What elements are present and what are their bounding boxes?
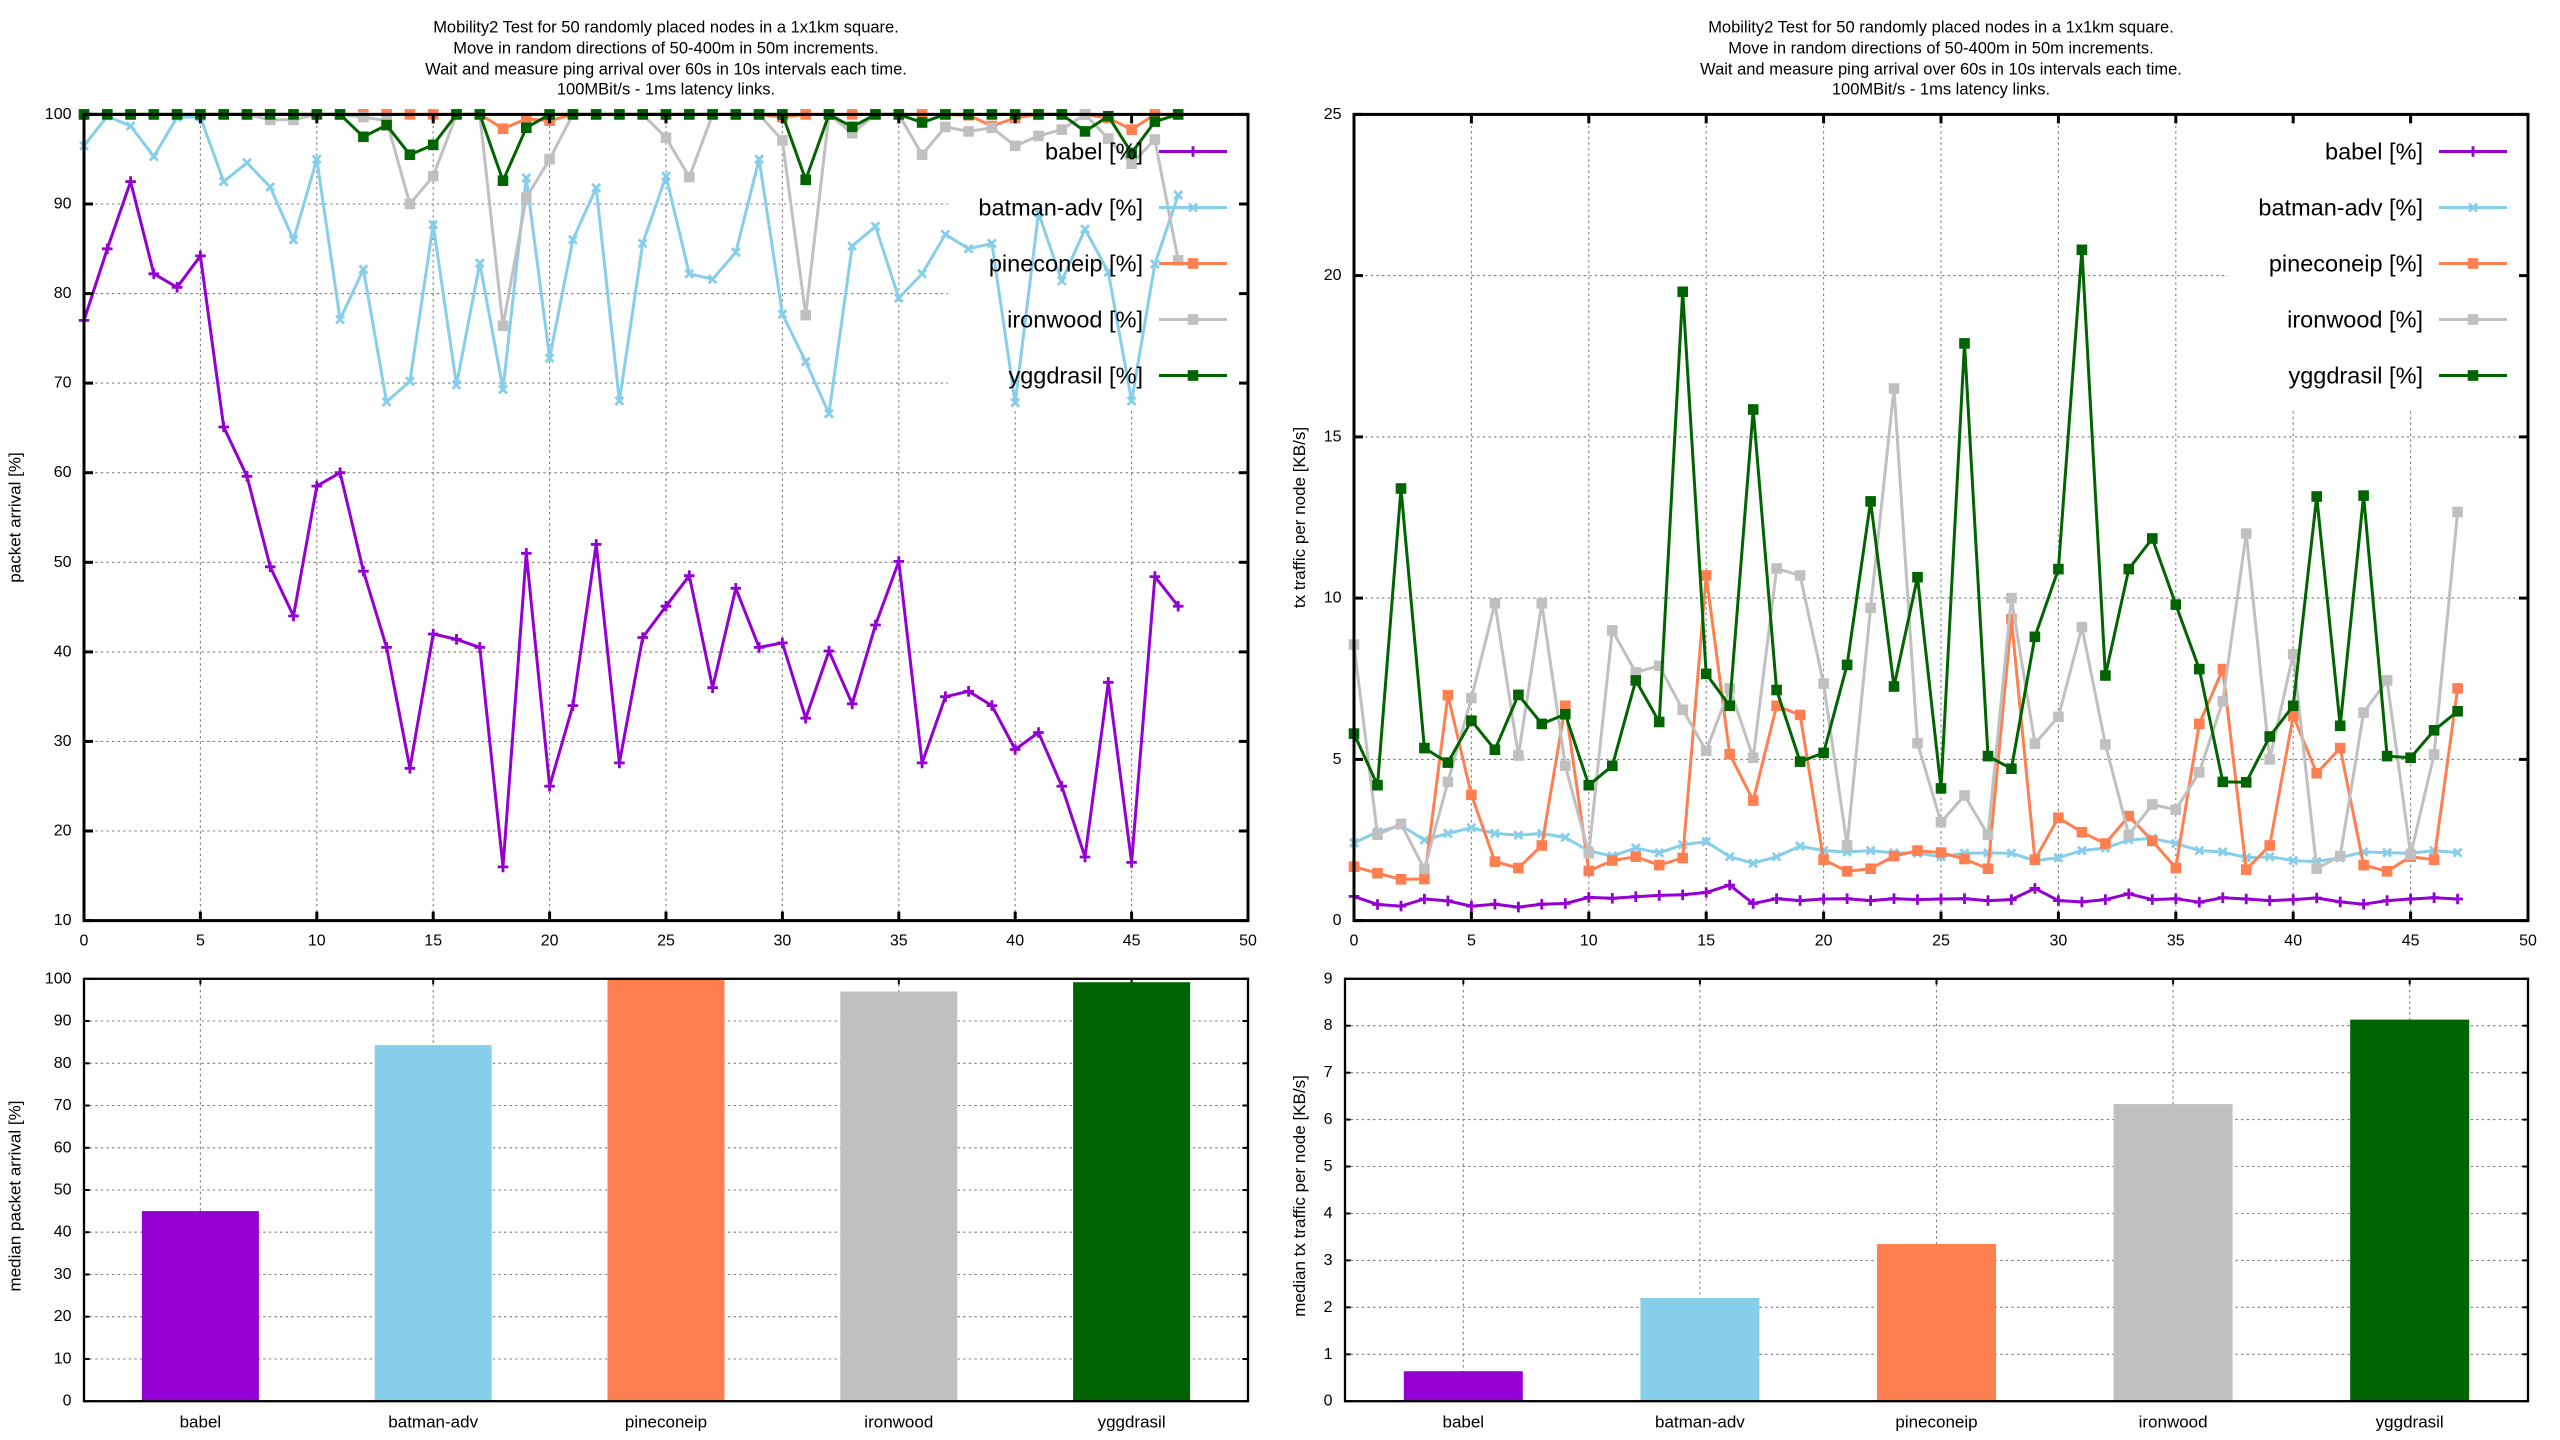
svg-text:babel [%]: babel [%] [2325, 139, 2423, 165]
svg-text:Wait and measure ping arrival: Wait and measure ping arrival over 60s i… [1700, 61, 2182, 79]
svg-text:40: 40 [2284, 933, 2302, 950]
svg-text:ironwood [%]: ironwood [%] [1007, 307, 1143, 333]
svg-text:50: 50 [54, 1182, 72, 1199]
svg-text:ironwood: ironwood [864, 1413, 933, 1432]
svg-text:80: 80 [54, 285, 72, 302]
svg-text:ironwood [%]: ironwood [%] [2287, 307, 2423, 333]
svg-text:10: 10 [308, 933, 326, 950]
svg-text:batman-adv [%]: batman-adv [%] [2258, 195, 2423, 221]
svg-text:Mobility2 Test for 50 randomly: Mobility2 Test for 50 randomly placed no… [433, 19, 899, 37]
svg-text:0: 0 [1324, 1393, 1333, 1410]
svg-text:ironwood: ironwood [2139, 1413, 2208, 1432]
svg-text:Move in random directions of 5: Move in random directions of 50-400m in … [1728, 40, 2154, 58]
svg-text:yggdrasil [%]: yggdrasil [%] [1008, 363, 1143, 389]
svg-text:15: 15 [424, 933, 442, 950]
svg-text:60: 60 [54, 1139, 72, 1156]
svg-text:90: 90 [54, 1013, 72, 1030]
svg-text:100MBit/s - 1ms latency links.: 100MBit/s - 1ms latency links. [557, 81, 775, 99]
svg-text:30: 30 [774, 933, 792, 950]
svg-text:6: 6 [1324, 1111, 1333, 1128]
svg-text:60: 60 [54, 464, 72, 481]
svg-text:0: 0 [80, 933, 89, 950]
svg-text:70: 70 [54, 375, 72, 392]
svg-text:8: 8 [1324, 1017, 1333, 1034]
svg-text:9: 9 [1324, 970, 1333, 987]
svg-text:25: 25 [1324, 106, 1342, 123]
svg-text:35: 35 [890, 933, 908, 950]
svg-text:2: 2 [1324, 1299, 1333, 1316]
svg-text:7: 7 [1324, 1064, 1333, 1081]
svg-text:50: 50 [54, 554, 72, 571]
svg-text:babel [%]: babel [%] [1045, 139, 1143, 165]
svg-text:batman-adv: batman-adv [388, 1413, 478, 1432]
svg-text:20: 20 [1324, 267, 1342, 284]
svg-text:packet arrival [%]: packet arrival [%] [6, 452, 25, 582]
svg-text:babel: babel [180, 1413, 222, 1432]
svg-text:80: 80 [54, 1055, 72, 1072]
svg-text:20: 20 [54, 1308, 72, 1325]
svg-text:45: 45 [1123, 933, 1141, 950]
svg-text:yggdrasil [%]: yggdrasil [%] [2288, 363, 2423, 389]
svg-text:pineconeip: pineconeip [1895, 1413, 1977, 1432]
svg-text:10: 10 [1324, 590, 1342, 607]
svg-text:20: 20 [541, 933, 559, 950]
svg-text:40: 40 [54, 643, 72, 660]
svg-text:70: 70 [54, 1097, 72, 1114]
svg-text:5: 5 [1467, 933, 1476, 950]
svg-text:40: 40 [1006, 933, 1024, 950]
svg-text:3: 3 [1324, 1252, 1333, 1269]
svg-text:25: 25 [657, 933, 675, 950]
svg-text:20: 20 [54, 823, 72, 840]
svg-text:10: 10 [54, 1351, 72, 1368]
svg-text:30: 30 [2050, 933, 2068, 950]
svg-text:pineconeip [%]: pineconeip [%] [2269, 251, 2423, 277]
svg-text:5: 5 [196, 933, 205, 950]
svg-text:1: 1 [1324, 1346, 1333, 1363]
svg-text:15: 15 [1324, 428, 1342, 445]
svg-text:median tx traffic per node [KB: median tx traffic per node [KB/s] [1290, 1075, 1309, 1317]
svg-text:0: 0 [1350, 933, 1359, 950]
svg-text:30: 30 [54, 1266, 72, 1283]
svg-text:40: 40 [54, 1224, 72, 1241]
svg-text:90: 90 [54, 196, 72, 213]
svg-text:4: 4 [1324, 1205, 1333, 1222]
svg-text:20: 20 [1815, 933, 1833, 950]
svg-text:batman-adv [%]: batman-adv [%] [978, 195, 1143, 221]
svg-text:45: 45 [2402, 933, 2420, 950]
svg-text:5: 5 [1333, 751, 1342, 768]
svg-text:100: 100 [45, 106, 72, 123]
svg-text:30: 30 [54, 733, 72, 750]
svg-text:25: 25 [1932, 933, 1950, 950]
svg-text:pineconeip [%]: pineconeip [%] [989, 251, 1143, 277]
svg-text:100: 100 [45, 970, 72, 987]
svg-text:5: 5 [1324, 1158, 1333, 1175]
svg-text:10: 10 [54, 912, 72, 929]
svg-text:50: 50 [2519, 933, 2537, 950]
svg-text:babel: babel [1442, 1413, 1484, 1432]
svg-text:yggdrasil: yggdrasil [1098, 1413, 1166, 1432]
svg-text:batman-adv: batman-adv [1655, 1413, 1745, 1432]
svg-text:15: 15 [1697, 933, 1715, 950]
svg-text:Wait and measure ping arrival: Wait and measure ping arrival over 60s i… [425, 61, 907, 79]
svg-text:50: 50 [1239, 933, 1257, 950]
svg-text:100MBit/s - 1ms latency links.: 100MBit/s - 1ms latency links. [1832, 81, 2050, 99]
svg-text:0: 0 [63, 1393, 72, 1410]
svg-text:tx traffic per node [KB/s]: tx traffic per node [KB/s] [1290, 427, 1309, 608]
svg-text:35: 35 [2167, 933, 2185, 950]
svg-text:10: 10 [1580, 933, 1598, 950]
svg-text:yggdrasil: yggdrasil [2376, 1413, 2444, 1432]
svg-text:pineconeip: pineconeip [625, 1413, 707, 1432]
svg-text:Mobility2 Test for 50 randomly: Mobility2 Test for 50 randomly placed no… [1708, 19, 2174, 37]
svg-text:Move in random directions of 5: Move in random directions of 50-400m in … [453, 40, 879, 58]
svg-text:0: 0 [1333, 912, 1342, 929]
svg-text:median packet arrival [%]: median packet arrival [%] [6, 1101, 25, 1292]
